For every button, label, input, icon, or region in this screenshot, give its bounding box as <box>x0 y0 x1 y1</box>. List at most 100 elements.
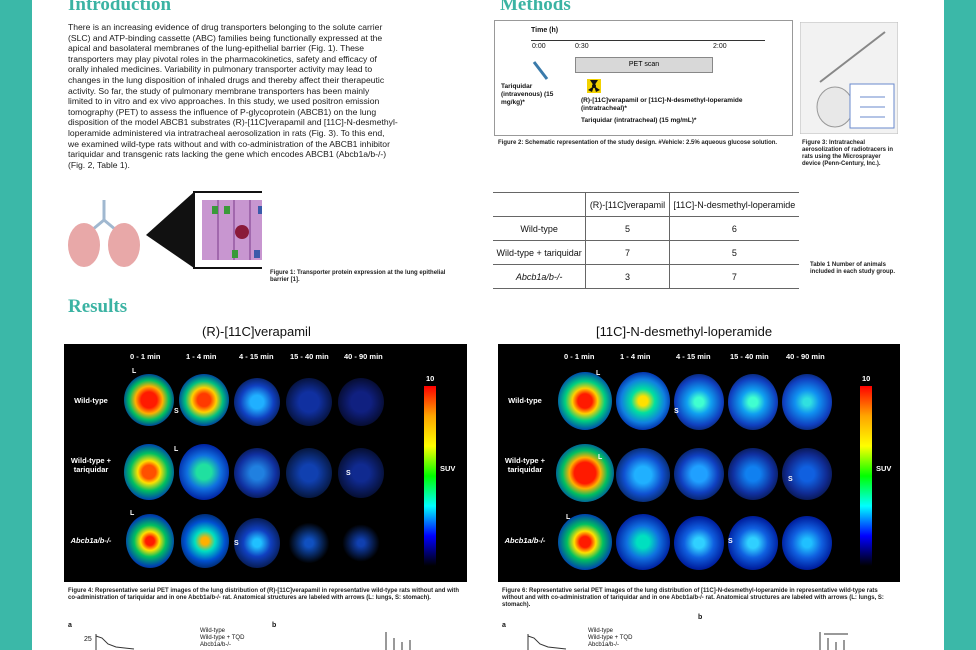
pet-image <box>179 444 229 500</box>
pet-image <box>124 374 174 426</box>
col-header: 1 - 4 min <box>186 352 217 361</box>
tracer-label: (R)-[11C]verapamil or [11C]-N-desmethyl-… <box>581 97 743 112</box>
study-design-box: Time (h) 0:00 0:30 2:00 PET scan Tariqui… <box>494 20 793 136</box>
col-header: 0 - 1 min <box>130 352 161 361</box>
pet-image <box>782 374 832 430</box>
radiation-icon <box>587 79 601 93</box>
pet-image <box>558 514 612 570</box>
color-scale <box>424 386 436 566</box>
pet-image <box>286 378 332 426</box>
intro-text: There is an increasing evidence of drug … <box>68 22 502 170</box>
row-header: Wild-type + tariquidar <box>504 456 546 474</box>
table-row: Wild-type + tariquidar 7 5 <box>493 240 799 265</box>
pet-scan-bar: PET scan <box>575 57 713 73</box>
stomach-marker: S <box>728 538 733 545</box>
intro-line: tariquidar and transgenic rats lacking t… <box>68 149 387 160</box>
pet-image <box>126 514 174 568</box>
legend-entry: Abcb1a/b-/- <box>588 642 620 648</box>
pet-image <box>728 374 778 430</box>
scale-unit: SUV <box>876 464 892 473</box>
col-header: 15 - 40 min <box>730 352 769 361</box>
decay-curve-right <box>527 634 567 650</box>
table-cell: (R)-[11C]verapamil <box>585 192 670 217</box>
col-header: 40 - 90 min <box>786 352 825 361</box>
table-cell: 6 <box>669 216 799 241</box>
col-header: 40 - 90 min <box>344 352 383 361</box>
pet-image <box>234 518 280 568</box>
col-header: 1 - 4 min <box>620 352 651 361</box>
fig3-caption: Figure 3: Intratracheal aerosolization o… <box>802 140 894 167</box>
pet-image <box>728 448 778 500</box>
table-cell: 3 <box>585 264 670 289</box>
table-cell: 7 <box>669 264 799 289</box>
fig4-caption: Figure 4: Representative serial PET imag… <box>68 588 460 601</box>
legend-right: Wild-type Wild-type + TQD Abcb1a/b-/- <box>588 628 632 649</box>
animal-table: (R)-[11C]verapamil [11C]-N-desmethyl-lop… <box>493 192 799 289</box>
lung-marker: L <box>174 446 179 453</box>
row-header: Wild-type + tariquidar <box>70 456 112 474</box>
fig1-caption: Figure 1: Transporter protein expression… <box>270 270 446 283</box>
pet-image <box>728 516 778 570</box>
stomach-marker: S <box>346 470 351 477</box>
lung-epithelium-figure <box>68 191 262 269</box>
table-cell: Wild-type <box>493 216 587 241</box>
table-cell: 5 <box>585 216 670 241</box>
panel-label-b-right: b <box>698 614 703 621</box>
legend-entry: Wild-type <box>588 628 614 634</box>
table-cell: [11C]-N-desmethyl-loperamide <box>669 192 799 217</box>
pet-image <box>674 374 724 430</box>
pet-image <box>782 516 832 570</box>
table-cell: Abcb1a/b-/- <box>493 264 587 289</box>
pet-panel-left: 0 - 1 min 1 - 4 min 4 - 15 min 15 - 40 m… <box>64 344 467 582</box>
lung-marker: L <box>598 454 603 461</box>
fig2-caption: Figure 2: Schematic representation of th… <box>498 140 778 146</box>
pet-image <box>674 448 724 500</box>
poster: Introduction There is an increasing evid… <box>32 0 944 650</box>
pet-image <box>616 372 670 430</box>
col-header: 4 - 15 min <box>676 352 711 361</box>
table-cell: Wild-type + tariquidar <box>493 240 587 265</box>
table-row: Wild-type 5 6 <box>493 216 799 241</box>
syringe-icon <box>532 61 549 80</box>
stomach-marker: S <box>174 408 179 415</box>
panel-label-a: a <box>68 622 72 629</box>
pet-image <box>234 448 280 498</box>
color-scale <box>860 386 872 566</box>
pet-image <box>286 448 332 498</box>
intro-line: orally inhaled medicines. Variability in… <box>68 64 373 75</box>
pet-image <box>782 448 832 500</box>
intro-line: (SLC) and ATP-binding cassette (ABC) fam… <box>68 32 383 43</box>
methods-heading: Methods <box>500 0 571 15</box>
pet-image <box>179 374 229 426</box>
pet-image <box>616 514 670 570</box>
row-header: Abcb1a/b-/- <box>70 536 112 545</box>
pet-image <box>558 372 612 430</box>
intro-line: loperamide administered via intratrachea… <box>68 127 385 138</box>
tariquidar-iv: Tariquidar (intravenous) (15 mg/kg)* <box>501 83 554 106</box>
pet-image <box>616 448 670 502</box>
pet-image <box>338 378 384 426</box>
legend-left: Wild-type Wild-type + TQD Abcb1a/b-/- <box>200 628 244 649</box>
tick-1: 0:30 <box>575 43 589 50</box>
tariquidar-it: Tariquidar (intratracheal) (15 mg/mL)* <box>581 117 697 124</box>
fig6-caption: Figure 6: Representative serial PET imag… <box>502 588 884 608</box>
intro-line: changes in the lung disposition of inhal… <box>68 74 385 85</box>
scale-unit: SUV <box>440 464 456 473</box>
tick-0: 0:00 <box>532 43 546 50</box>
pet-panel-right: 0 - 1 min 1 - 4 min 4 - 15 min 15 - 40 m… <box>498 344 900 582</box>
col-header: 4 - 15 min <box>239 352 274 361</box>
table-cell <box>493 192 587 217</box>
pet-image <box>674 516 724 570</box>
pet-image <box>556 444 614 502</box>
intro-line: transporters may play pivotal roles in t… <box>68 53 377 64</box>
row-header: Wild-type <box>508 396 542 405</box>
intro-line: limited to in vitro and ex vivo approach… <box>68 96 380 107</box>
intro-line: tomography (PET) to assess the influence… <box>68 106 377 117</box>
intro-line: (Fig. 2, Table 1). <box>68 159 130 170</box>
intro-line: apical and basolateral membranes of the … <box>68 43 365 54</box>
legend-entry: Wild-type <box>200 628 226 634</box>
time-label: Time (h) <box>531 27 559 34</box>
row-header: Abcb1a/b-/- <box>504 536 546 545</box>
lung-marker: L <box>130 510 135 517</box>
row-header: Wild-type <box>74 396 108 405</box>
